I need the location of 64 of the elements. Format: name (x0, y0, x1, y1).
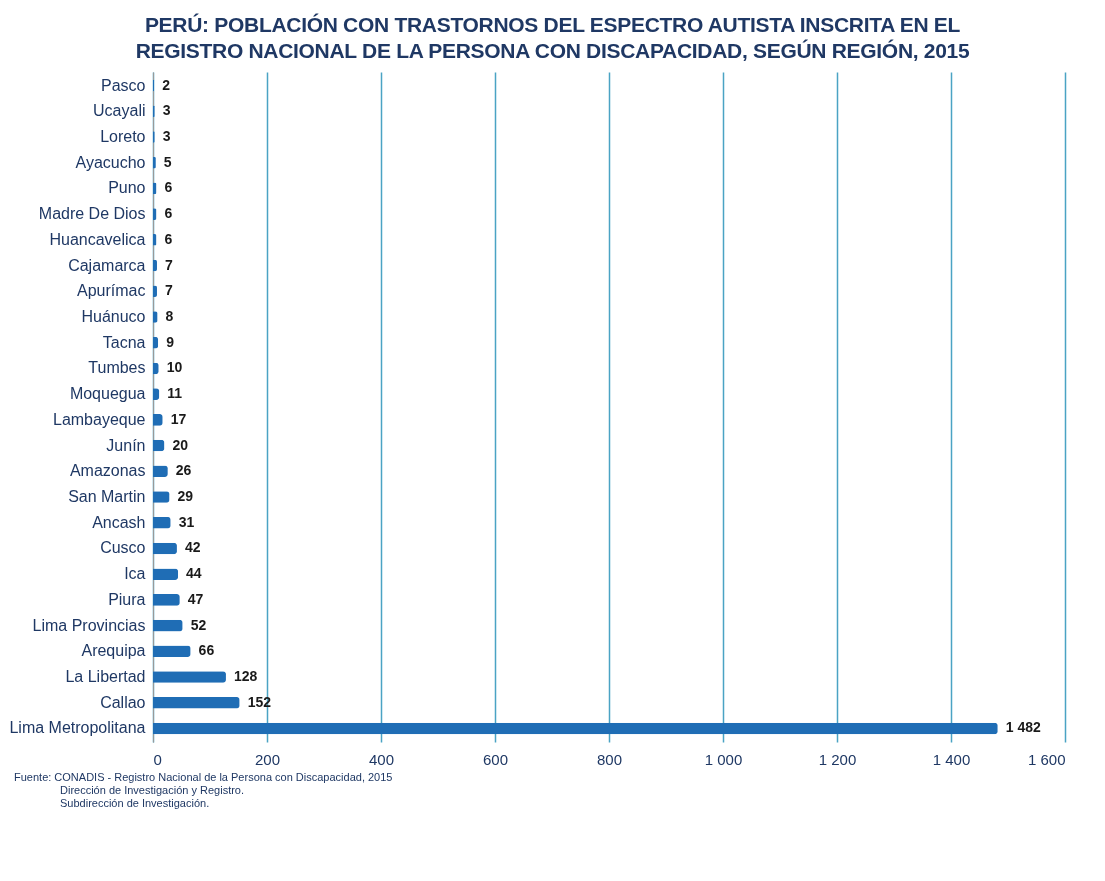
data-label: 31 (178, 513, 195, 530)
data-label: 10 (166, 359, 183, 376)
y-tick-label: Huancavelica (49, 230, 146, 248)
x-tick-label: 1 200 (818, 750, 857, 768)
x-tick-label: 800 (596, 750, 623, 768)
source-note: Fuente: CONADIS - Registro Nacional de la Persona con Discapacidad, 2015 (14, 771, 394, 784)
y-tick-label: La Libertad (65, 668, 146, 686)
data-label: 5 (163, 153, 172, 170)
y-tick-label: Tumbes (88, 359, 146, 377)
data-label: 3 (162, 102, 171, 119)
data-label: 66 (198, 642, 215, 659)
data-label: 6 (164, 179, 173, 196)
x-tick-label: 600 (482, 750, 509, 768)
y-tick-label: Cajamarca (68, 256, 146, 274)
data-label: 9 (166, 333, 175, 350)
data-label: 20 (172, 436, 189, 453)
data-label: 3 (162, 127, 171, 144)
data-label: 42 (184, 539, 201, 556)
y-tick-label: Puno (108, 179, 146, 197)
data-label: 7 (164, 256, 173, 273)
y-tick-label: Amazonas (69, 462, 146, 480)
y-tick-label: Tacna (102, 333, 146, 351)
data-label: 26 (175, 462, 192, 479)
text: Subdirección de Investigación. (59, 797, 211, 810)
x-tick-label: 1 400 (932, 750, 971, 768)
data-label: 1 482 (1005, 719, 1041, 736)
y-tick-label: Lima Metropolitana (9, 719, 146, 737)
x-tick-label: 400 (368, 750, 395, 768)
y-tick-label: San Martin (68, 488, 146, 506)
x-tick-label: 1 000 (704, 750, 743, 768)
y-tick-label: Lima Provincias (32, 616, 146, 634)
y-tick-label: Piura (108, 590, 146, 608)
y-tick-label: Pasco (101, 76, 146, 94)
x-tick-label: 200 (254, 750, 281, 768)
data-label: 44 (186, 565, 202, 582)
data-label: 6 (164, 230, 173, 247)
y-tick-label: Ayacucho (75, 153, 146, 171)
y-tick-label: Apurímac (77, 282, 146, 300)
y-tick-label: Huánuco (81, 307, 146, 325)
data-label: 29 (177, 488, 194, 505)
data-label: 7 (164, 282, 173, 299)
data-label: 8 (165, 307, 174, 324)
y-tick-label: Madre De Dios (38, 205, 146, 223)
y-tick-label: Cusco (100, 539, 146, 557)
y-tick-label: Ica (124, 565, 146, 583)
y-tick-label: Lambayeque (52, 410, 146, 428)
data-label: 2 (162, 76, 171, 93)
y-tick-label: Junín (106, 436, 146, 454)
y-tick-label: Callao (100, 693, 146, 711)
data-label: 128 (233, 668, 258, 685)
data-label: 52 (190, 616, 207, 633)
chart-title: PERÚ: POBLACIÓN CON TRASTORNOS DEL ESPECTRO AUTISTA INSCRITA EN EL REGISTRO NACIONAL DE LA PERSONA CON DISCAPACIDAD, SEGÚN REGIÓN, 2015 (134, 12, 971, 64)
data-label: 6 (164, 205, 173, 222)
text: Dirección de Investigación y Registro. (59, 784, 246, 797)
y-tick-label: Ancash (92, 513, 146, 531)
data-label: 11 (167, 385, 183, 402)
x-tick-label: 0 (153, 750, 162, 768)
data-label: 17 (170, 410, 187, 427)
y-tick-label: Ucayali (93, 102, 146, 120)
x-tick-label: 1 600 (1027, 750, 1066, 768)
y-tick-label: Arequipa (81, 642, 146, 660)
y-tick-label: Moquegua (69, 385, 146, 403)
data-label: 47 (187, 590, 204, 607)
y-tick-label: Loreto (100, 127, 146, 145)
